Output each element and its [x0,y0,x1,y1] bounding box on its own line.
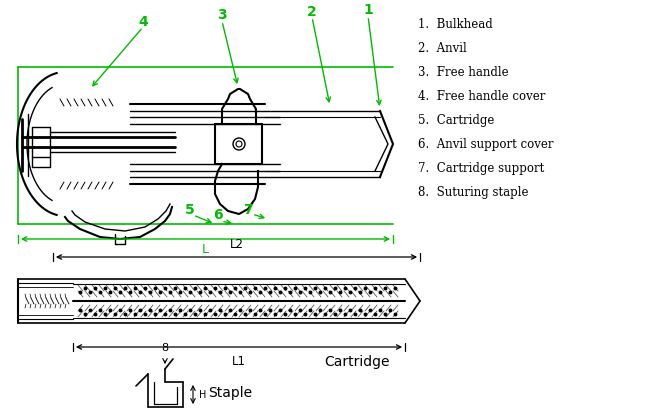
Text: 4.  Free handle cover: 4. Free handle cover [418,90,545,103]
Text: 2.  Anvil: 2. Anvil [418,42,467,55]
Text: Staple: Staple [208,385,252,399]
Text: 5.  Cartridge: 5. Cartridge [418,114,495,127]
Text: 3.  Free handle: 3. Free handle [418,66,508,79]
Text: 5: 5 [185,202,195,216]
Text: L2: L2 [229,237,244,250]
Text: 4: 4 [138,15,148,29]
Text: 1.  Bulkhead: 1. Bulkhead [418,18,493,31]
Text: 8.  Suturing staple: 8. Suturing staple [418,185,528,199]
Text: L: L [202,243,209,256]
Text: L1: L1 [232,354,246,367]
Text: 8: 8 [161,342,168,352]
Text: 1: 1 [363,3,373,17]
Text: 3: 3 [217,8,227,22]
Text: 7: 7 [243,202,253,216]
Text: Cartridge: Cartridge [324,354,390,368]
Text: 6: 6 [213,207,223,221]
Text: 2: 2 [307,5,317,19]
Text: 7.  Cartridge support: 7. Cartridge support [418,161,544,175]
Text: H: H [199,389,207,399]
Text: 6.  Anvil support cover: 6. Anvil support cover [418,138,554,151]
